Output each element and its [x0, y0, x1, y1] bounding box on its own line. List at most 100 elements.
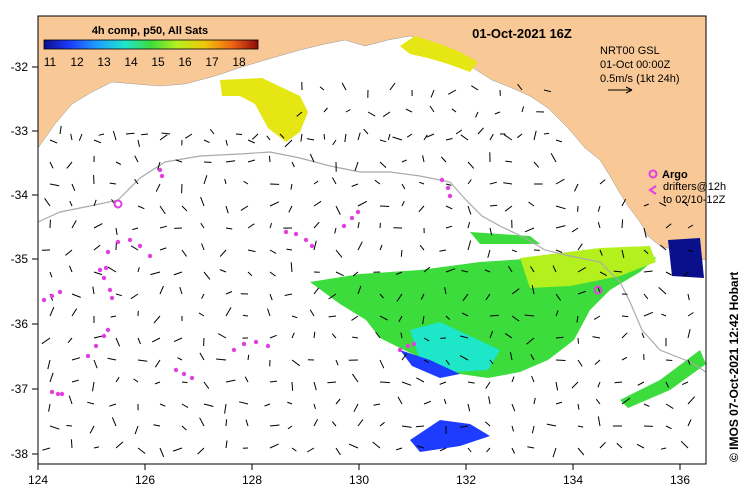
current-vector: [159, 134, 168, 141]
colorbar-gradient: [43, 39, 259, 50]
credit-text: © IMOS 07-Oct-2021 12:42 Hobart: [727, 272, 741, 462]
current-vector: [555, 205, 566, 210]
current-vector: [328, 315, 337, 318]
current-vector: [284, 293, 293, 296]
current-vector: [306, 447, 315, 453]
current-vector: [313, 287, 320, 295]
current-vector: [66, 161, 73, 169]
y-tick-label: -34: [11, 188, 29, 202]
drifter-point: [109, 295, 115, 301]
sst-patch-yellow-north: [400, 36, 478, 72]
current-vector: [225, 291, 233, 295]
current-vector: [599, 249, 603, 256]
current-vector: [242, 314, 249, 317]
current-vector: [471, 85, 479, 91]
current-vector: [291, 315, 298, 319]
current-vector: [555, 359, 566, 361]
current-vector: [467, 179, 472, 185]
current-vector: [331, 177, 337, 185]
current-vector: [621, 356, 628, 361]
current-vector: [387, 133, 391, 141]
current-vector: [71, 308, 78, 317]
current-vector: [597, 416, 601, 427]
current-vector: [225, 139, 228, 146]
current-vector: [467, 403, 471, 412]
current-vectors: [41, 81, 696, 458]
current-vector: [543, 89, 552, 93]
current-vector: [291, 381, 294, 391]
drifter-point: [439, 177, 445, 183]
current-vector: [203, 271, 211, 280]
sst-patches: [220, 36, 706, 452]
current-vector: [306, 138, 315, 141]
current-vector: [41, 337, 51, 345]
current-vector: [477, 127, 484, 135]
map-frame: [37, 15, 707, 465]
current-vector: [571, 227, 579, 233]
current-vector: [509, 352, 513, 361]
y-tick-label: -33: [11, 124, 29, 138]
x-tick-label: 128: [242, 473, 262, 487]
current-vector: [115, 376, 120, 383]
drifter-point: [411, 341, 417, 347]
current-vector: [682, 200, 689, 207]
current-vector: [511, 425, 514, 432]
current-vector: [225, 227, 233, 230]
current-vector: [665, 425, 672, 430]
drifter-point: [137, 243, 143, 249]
drifter-point: [355, 209, 361, 215]
current-vector: [467, 205, 472, 215]
current-vector: [93, 223, 103, 229]
current-vector: [115, 227, 118, 235]
current-vector: [251, 133, 259, 140]
current-vector: [92, 286, 95, 295]
current-vector: [401, 200, 405, 207]
current-vector: [467, 161, 475, 169]
current-vector: [44, 198, 51, 207]
x-tick-label: 130: [349, 473, 369, 487]
current-vector: [460, 425, 469, 428]
current-vector: [335, 398, 341, 405]
current-vector: [49, 372, 54, 383]
drifter-point: [115, 239, 121, 245]
current-vector: [153, 424, 161, 427]
current-vector: [112, 130, 117, 141]
current-vector: [93, 244, 101, 251]
current-vector: [70, 133, 73, 141]
current-vector: [238, 401, 249, 405]
current-vector: [517, 83, 523, 91]
current-vector: [379, 359, 385, 369]
current-vector: [681, 381, 689, 386]
current-vector: [352, 336, 359, 339]
colorbar-label: 11: [44, 55, 57, 69]
current-vector: [467, 221, 471, 229]
current-vector: [172, 447, 183, 452]
current-vector: [577, 359, 583, 367]
current-vector: [197, 447, 205, 455]
current-vector: [224, 178, 227, 185]
current-vector: [367, 111, 376, 117]
current-vector: [687, 329, 691, 339]
current-vector: [266, 135, 271, 141]
current-vector: [173, 337, 183, 343]
current-vector: [107, 266, 117, 273]
current-vector: [219, 249, 227, 257]
current-vector: [445, 268, 456, 273]
current-vector: [279, 133, 285, 139]
current-vector: [511, 315, 520, 322]
current-vector: [157, 161, 161, 171]
drifter-point: [447, 193, 453, 199]
current-vector: [555, 249, 563, 253]
current-vector: [199, 417, 205, 427]
current-vector: [423, 266, 431, 273]
current-vector: [687, 359, 691, 365]
current-vector: [555, 139, 563, 143]
current-vector: [422, 315, 425, 325]
current-vector: [137, 359, 148, 362]
current-vector: [550, 153, 557, 163]
sst-patch-blue-far-south: [410, 420, 490, 452]
current-vector: [354, 161, 359, 171]
current-vector: [154, 359, 161, 368]
current-vector: [423, 359, 430, 363]
drifter-point: [57, 289, 63, 295]
